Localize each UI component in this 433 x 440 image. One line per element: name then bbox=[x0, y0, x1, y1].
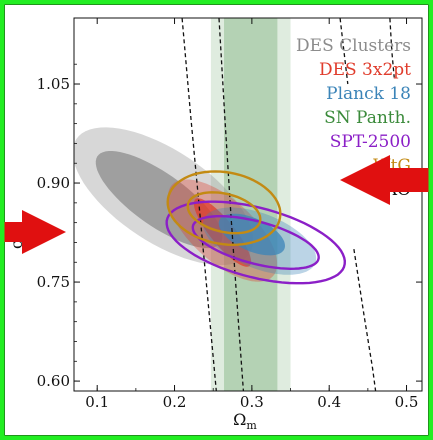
wtg-contour-68 bbox=[186, 191, 262, 235]
x-tick-label: 0.3 bbox=[240, 393, 264, 411]
legend-entry-sn-panth: SN Panth. bbox=[324, 108, 411, 128]
spt-2500-contour-95 bbox=[165, 200, 347, 285]
y-tick-label: 0.75 bbox=[37, 273, 70, 291]
right-arrow bbox=[340, 155, 433, 205]
y-axis-label-main: σ bbox=[7, 238, 26, 249]
plot-area bbox=[73, 17, 423, 392]
wtg-contour-95 bbox=[166, 170, 282, 247]
ticks-layer: 0.1 0.2 0.3 0.4 0.5 0.60 0.75 0.90 1.05 bbox=[37, 18, 422, 411]
bao-curve-5 bbox=[353, 249, 377, 391]
plot-frame bbox=[73, 17, 423, 392]
legend-entry-des-3x2pt: DES 3x2pt bbox=[319, 60, 411, 80]
annotation-arrow-left bbox=[0, 210, 66, 254]
des-clusters-contour-68 bbox=[95, 151, 223, 249]
planck-18-contour-68 bbox=[218, 213, 285, 256]
y-tick-label: 1.05 bbox=[37, 75, 70, 93]
spt-2500-contour-68 bbox=[191, 215, 320, 271]
x-tick-label: 0.4 bbox=[317, 393, 341, 411]
legend-entry-spt-2500: SPT-2500 bbox=[330, 132, 411, 152]
left-arrow bbox=[0, 210, 66, 254]
line-contours-layer bbox=[165, 18, 395, 391]
x-tick-label: 0.2 bbox=[163, 393, 187, 411]
bao-curve-1 bbox=[181, 18, 217, 391]
x-axis-label-main: Ω bbox=[233, 410, 246, 429]
x-tick-label: 0.5 bbox=[395, 393, 419, 411]
y-tick-label: 0.90 bbox=[37, 174, 70, 192]
legend-entry-planck-18: Planck 18 bbox=[326, 84, 411, 104]
legend-entry-des-clusters: DES Clusters bbox=[296, 36, 411, 56]
y-tick-label: 0.60 bbox=[37, 372, 70, 390]
x-axis-label-sub: m bbox=[246, 419, 257, 432]
bao-curve-4 bbox=[389, 18, 395, 78]
x-tick-label: 0.1 bbox=[85, 393, 109, 411]
x-axis-label: Ωm bbox=[233, 410, 257, 432]
annotation-arrow-right bbox=[340, 155, 433, 205]
